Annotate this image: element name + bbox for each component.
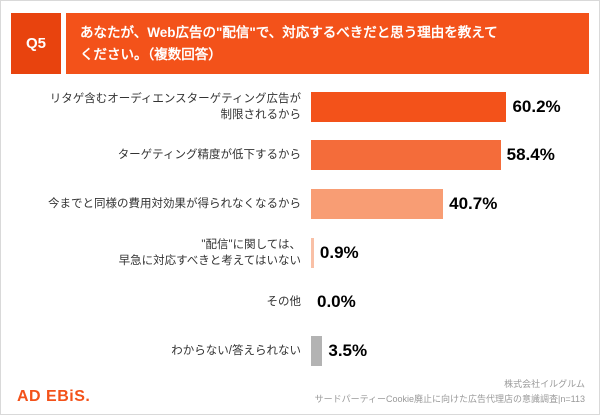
bar-track: 0.0% <box>311 287 587 317</box>
chart-row: "配信"に関しては、 早急に対応すべきと考えてはいない 0.9% <box>11 231 587 276</box>
bar <box>311 140 501 171</box>
category-label: ターゲティング精度が低下するから <box>117 149 301 162</box>
question-title: あなたが、Web広告の"配信"で、対応するべきだと思う理由を教えて ください。（… <box>66 13 589 75</box>
value-label: 0.0% <box>317 291 356 311</box>
chart-row: わからない/答えられない 3.5% <box>11 328 587 373</box>
value-label: 0.9% <box>319 243 359 263</box>
bar-track: 40.7% <box>311 189 587 220</box>
category-label: "配信"に関しては、 早急に対応すべきと考えてはいない <box>118 238 301 268</box>
horizontal-bar-chart: リタゲ含むオーディエンスターゲティング広告が 制限されるから 60.2% ターゲティ… <box>11 74 589 375</box>
adebis-logo: AD EBiS. <box>17 388 91 405</box>
value-label: 3.5% <box>328 340 368 360</box>
company-name: 株式会社イルグルム <box>504 379 585 390</box>
value-label: 60.2% <box>512 96 561 116</box>
footer: AD EBiS. 株式会社イルグルム サードパーティーCookie廃止に向けた広… <box>11 375 589 408</box>
chart-row: その他 0.0% <box>11 279 587 324</box>
category-label: 今までと同様の費用対効果が得られなくなるから <box>48 198 301 211</box>
chart-row: ターゲティング精度が低下するから 58.4% <box>11 133 587 178</box>
value-label: 58.4% <box>506 145 555 165</box>
value-label: 40.7% <box>449 194 498 214</box>
bar-track: 0.9% <box>311 238 587 269</box>
chart-row: リタゲ含むオーディエンスターゲティング広告が 制限されるから 60.2% <box>11 84 587 129</box>
survey-credits: 株式会社イルグルム サードパーティーCookie廃止に向けた広告代理店の意識調査… <box>315 377 585 406</box>
category-label: リタゲ含むオーディエンスターゲティング広告が 制限されるから <box>49 92 301 121</box>
bar-track: 60.2% <box>311 91 587 122</box>
category-label: わからない/答えられない <box>171 344 301 357</box>
chart-row: 今までと同様の費用対効果が得られなくなるから 40.7% <box>11 182 587 227</box>
bar <box>311 238 314 269</box>
bar <box>311 91 507 122</box>
bar <box>311 335 323 366</box>
bar <box>311 189 444 220</box>
bar-track: 58.4% <box>311 140 587 171</box>
category-label: その他 <box>266 295 302 308</box>
question-header: Q5 あなたが、Web広告の"配信"で、対応するべきだと思う理由を教えて くださ… <box>11 13 589 75</box>
survey-note: サードパーティーCookie廃止に向けた広告代理店の意識調査|n=113 <box>314 393 585 404</box>
bar-track: 3.5% <box>311 335 587 366</box>
question-number-badge: Q5 <box>11 13 61 75</box>
